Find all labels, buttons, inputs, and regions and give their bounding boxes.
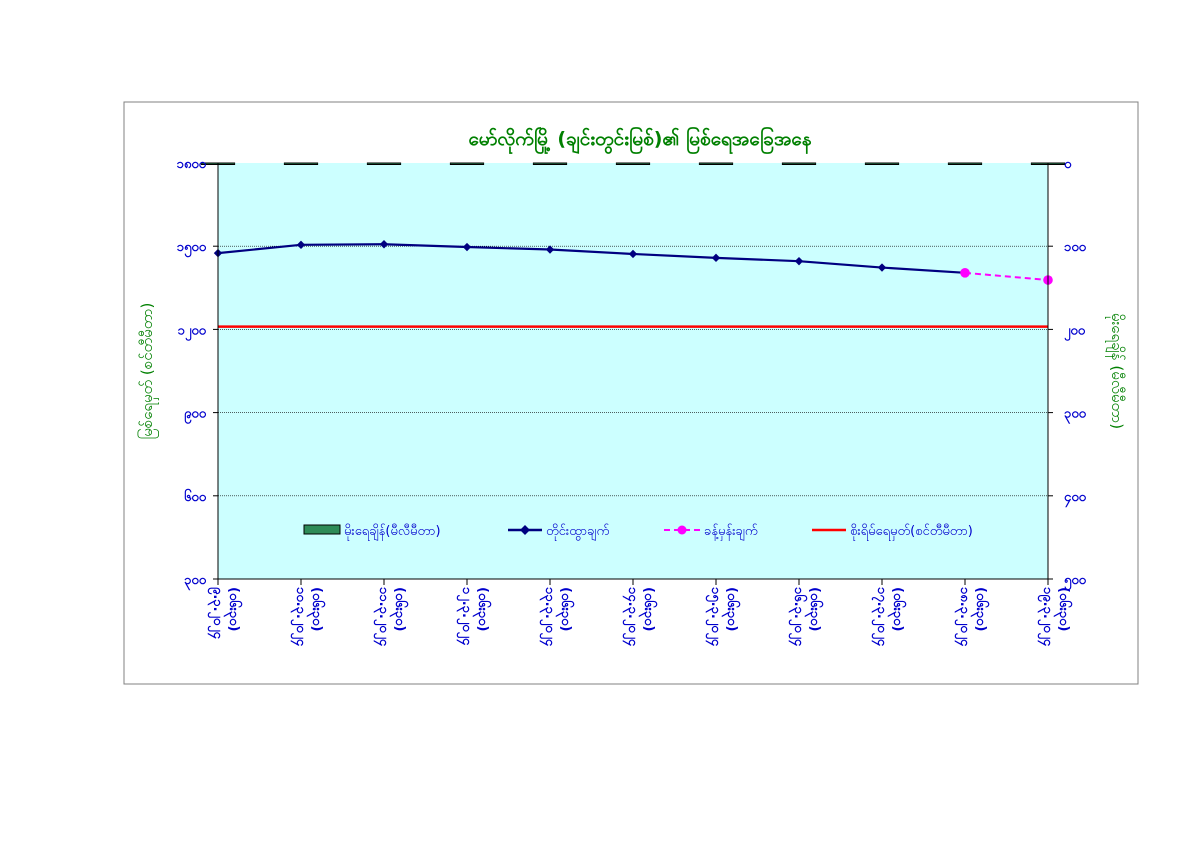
rainfall-bars bbox=[200, 162, 1066, 165]
x-tick-label: ၁၁.၃.၂၀၂၄ (၀၆း၃၀) bbox=[373, 587, 409, 647]
x-tick-date: ၁၅.၃.၂၀၂၄ bbox=[705, 587, 723, 647]
right-tick-label: ၂၀၀ bbox=[1064, 323, 1086, 341]
x-tick-date: ၁၁.၃.၂၀၂၄ bbox=[373, 587, 391, 647]
right-tick-label: ၅၀၀ bbox=[1064, 573, 1087, 591]
legend-label-measured: တိုင်းထွာချက် bbox=[546, 523, 609, 541]
measured-line bbox=[217, 243, 966, 274]
measured-point bbox=[794, 256, 804, 266]
rainfall-bar bbox=[698, 162, 734, 165]
plot-area bbox=[218, 163, 1048, 579]
legend-swatch-rainfall bbox=[303, 524, 341, 535]
legend-label-rainfall: မိုးရေချိန်(မီလီမီတာ) bbox=[344, 523, 441, 541]
right-tick-label: ၁၀၀ bbox=[1064, 240, 1087, 255]
measured-point bbox=[462, 242, 472, 252]
left-tick-label: ၆၀၀ bbox=[184, 488, 207, 505]
rainfall-bar bbox=[449, 162, 485, 165]
legend-label-warning: စိုးရိမ်ရေမှတ်(စင်တီမီတာ) bbox=[850, 523, 973, 541]
rainfall-bar bbox=[615, 162, 651, 165]
rainfall-bar bbox=[532, 162, 568, 165]
measured-point bbox=[628, 249, 638, 259]
x-tick-time: (၀၆း၃၀) bbox=[638, 587, 658, 631]
rainfall-bar bbox=[864, 162, 900, 165]
x-tick-date: ၁၇.၃.၂၀၂၄ bbox=[871, 587, 889, 647]
measured-point bbox=[296, 240, 306, 250]
legend-marker-forecast bbox=[677, 525, 687, 535]
x-tick-date: ၁၃.၃.၂၀၂၄ bbox=[539, 587, 557, 647]
legend-label-forecast: ခန့်မှန်းချက် bbox=[704, 523, 758, 541]
right-axis-title: မိုးရေချိန် (မီလီမီတာ) bbox=[1105, 313, 1126, 429]
rainfall-bar bbox=[366, 162, 402, 165]
x-tick-time: (၀၆း၃၀) bbox=[306, 587, 326, 631]
x-tick-time: (၀၆း၃၀) bbox=[1053, 587, 1073, 631]
left-tick-label: ၃၀၀ bbox=[184, 573, 207, 591]
x-tick-label: ၁၈.၃.၂၀၂၄ (၀၆း၃၀) bbox=[954, 587, 990, 647]
x-tick-label: ၁၅.၃.၂၀၂၄ (၀၆း၃၀) bbox=[705, 587, 741, 647]
x-tick-time: (၀၆း၃၀) bbox=[555, 587, 575, 631]
right-tick-label: ၄၀၀ bbox=[1064, 490, 1087, 508]
x-tick-label: ၁၃.၃.၂၀၂၄ (၀၆း၃၀) bbox=[539, 587, 575, 647]
x-tick-time: (၀၆း၃၀) bbox=[472, 587, 492, 631]
right-tick-label: ၀ bbox=[1064, 157, 1072, 172]
x-tick-date: ၉.၃.၂၀၂၄ bbox=[207, 587, 225, 640]
series-points bbox=[213, 240, 1053, 285]
left-tick-label: ၁၈၀၀ bbox=[177, 157, 207, 172]
left-tick-label: ၉၀၀ bbox=[184, 407, 207, 425]
gridlines bbox=[218, 245, 1048, 497]
rainfall-bar bbox=[781, 162, 817, 165]
measured-point bbox=[711, 253, 721, 263]
left-tick-label: ၁၂၀၀ bbox=[178, 323, 207, 341]
x-tick-date: ၁၆.၃.၂၀၂၄ bbox=[788, 587, 808, 647]
measured-point bbox=[379, 240, 389, 249]
legend-marker-measured bbox=[520, 525, 530, 535]
left-axis-title: မြစ်ရေမှတ် (စင်တီမီတာ) bbox=[137, 303, 159, 440]
x-tick-time: (၀၆း၃၀) bbox=[804, 587, 824, 631]
x-tick-label: ၁၀.၃.၂၀၂၄ (၀၆း၃၀) bbox=[290, 587, 326, 647]
x-tick-label: ၁၆.၃.၂၀၂၄ (၀၆း၃၀) bbox=[788, 587, 824, 647]
forecast-line bbox=[964, 271, 1049, 282]
x-tick-label: ၁၂.၃.၂၀၂၄ (၀၆း၃၀) bbox=[456, 587, 492, 646]
x-tick-time: (၀၆း၃၀) bbox=[721, 587, 741, 631]
x-tick-time: (၀၆း၃၀) bbox=[887, 587, 907, 631]
right-tick-label: ၃၀၀ bbox=[1064, 407, 1087, 425]
rainfall-bar bbox=[283, 162, 319, 165]
x-tick-date: ၁၂.၃.၂၀၂၄ bbox=[456, 587, 474, 646]
x-tick-label: ၁၇.၃.၂၀၂၄ (၀၆း၃၀) bbox=[871, 587, 907, 647]
legend: မိုးရေချိန်(မီလီမီတာ) တိုင်းထွာချက် ခန့်… bbox=[303, 523, 973, 541]
x-tick-label: ၁၄.၃.၂၀၂၄ (၀၆း၃၀) bbox=[622, 587, 658, 647]
series-lines bbox=[217, 243, 1049, 328]
x-tick-date: ၁၈.၃.၂၀၂၄ bbox=[954, 587, 972, 647]
forecast-point bbox=[960, 268, 970, 278]
x-tick-date: ၁၄.၃.၂၀၂၄ bbox=[622, 587, 640, 647]
x-tick-time: (၀၆း၃၀) bbox=[223, 587, 243, 631]
x-tick-time: (၀၆း၃၀) bbox=[389, 587, 409, 631]
x-tick-date: ၁၉.၃.၂၀၂၄ bbox=[1037, 587, 1055, 647]
rainfall-bar bbox=[947, 162, 983, 165]
measured-point bbox=[877, 263, 887, 272]
x-tick-time: (၀၆း၃၀) bbox=[970, 587, 990, 631]
x-tick-label: ၁၉.၃.၂၀၂၄ (၀၆း၃၀) bbox=[1037, 587, 1073, 647]
measured-point bbox=[545, 245, 555, 254]
x-tick-date: ၁၀.၃.၂၀၂၄ bbox=[290, 587, 308, 647]
x-tick-label: ၉.၃.၂၀၂၄ (၀၆း၃၀) bbox=[207, 587, 243, 640]
left-tick-label: ၁၅၀၀ bbox=[177, 240, 207, 258]
